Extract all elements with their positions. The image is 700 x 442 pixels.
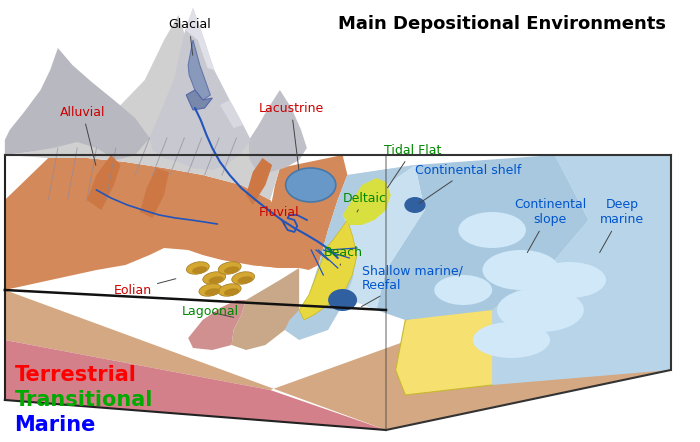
Polygon shape xyxy=(220,100,243,128)
Polygon shape xyxy=(5,15,280,200)
Text: Glacial: Glacial xyxy=(168,18,211,55)
Polygon shape xyxy=(87,155,120,210)
Ellipse shape xyxy=(232,272,255,284)
Ellipse shape xyxy=(497,288,584,332)
Text: Shallow marine/
Reefal: Shallow marine/ Reefal xyxy=(361,264,463,307)
Polygon shape xyxy=(285,165,415,340)
Ellipse shape xyxy=(218,284,241,296)
Polygon shape xyxy=(318,165,425,310)
Text: Marine: Marine xyxy=(15,415,96,435)
Text: Tidal Flat: Tidal Flat xyxy=(384,144,442,188)
Text: Terrestrial: Terrestrial xyxy=(15,365,136,385)
Polygon shape xyxy=(246,158,272,205)
Ellipse shape xyxy=(224,288,239,296)
Polygon shape xyxy=(342,178,391,225)
Polygon shape xyxy=(186,8,214,70)
Polygon shape xyxy=(395,230,671,395)
Ellipse shape xyxy=(434,275,492,305)
Ellipse shape xyxy=(209,276,224,284)
Polygon shape xyxy=(5,255,671,430)
Text: Continental shelf: Continental shelf xyxy=(415,164,522,203)
Text: Fluvial: Fluvial xyxy=(258,206,299,225)
Text: Eolian: Eolian xyxy=(114,279,176,297)
Polygon shape xyxy=(5,200,386,430)
Polygon shape xyxy=(188,40,211,100)
Ellipse shape xyxy=(203,272,225,284)
Ellipse shape xyxy=(286,168,336,202)
Ellipse shape xyxy=(199,284,222,296)
Polygon shape xyxy=(140,168,169,218)
Polygon shape xyxy=(5,48,150,160)
Ellipse shape xyxy=(204,288,220,296)
Ellipse shape xyxy=(482,250,560,290)
Ellipse shape xyxy=(224,266,239,274)
Polygon shape xyxy=(299,220,357,320)
Text: Deltaic: Deltaic xyxy=(342,191,386,212)
Text: Deep
marine: Deep marine xyxy=(600,198,645,252)
Polygon shape xyxy=(249,90,307,172)
Text: Main Depositional Environments: Main Depositional Environments xyxy=(338,15,666,33)
Polygon shape xyxy=(251,155,347,268)
Text: Lacustrine: Lacustrine xyxy=(258,102,324,169)
Ellipse shape xyxy=(533,262,606,298)
Ellipse shape xyxy=(458,212,526,248)
Polygon shape xyxy=(377,155,589,320)
Text: Continental
slope: Continental slope xyxy=(514,198,586,252)
Text: Beach: Beach xyxy=(323,245,363,265)
Ellipse shape xyxy=(405,197,426,213)
Ellipse shape xyxy=(328,289,357,311)
Ellipse shape xyxy=(186,262,209,274)
Text: Transitional: Transitional xyxy=(15,390,153,410)
Ellipse shape xyxy=(192,266,207,274)
Ellipse shape xyxy=(237,276,253,284)
Polygon shape xyxy=(5,158,318,290)
Polygon shape xyxy=(188,300,246,350)
Polygon shape xyxy=(492,155,671,385)
Polygon shape xyxy=(150,8,251,170)
Text: Alluvial: Alluvial xyxy=(60,106,105,165)
Polygon shape xyxy=(186,90,212,110)
Ellipse shape xyxy=(218,262,241,274)
Polygon shape xyxy=(232,268,299,350)
Text: Lagoonal: Lagoonal xyxy=(181,305,239,319)
Ellipse shape xyxy=(473,322,550,358)
